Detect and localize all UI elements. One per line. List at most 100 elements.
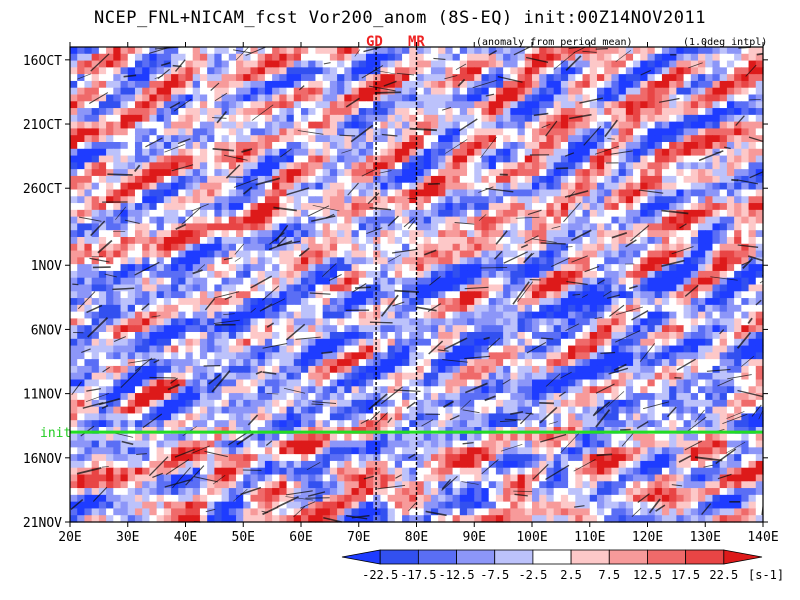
field-cell [236,264,244,272]
field-cell [84,175,93,184]
field-cell [705,250,714,258]
field-cell [474,74,483,82]
field-cell [156,345,165,353]
field-cell [77,128,86,136]
field-cell [517,74,526,82]
field-cell [748,352,757,360]
field-cell [510,257,519,265]
field-cell [221,311,230,320]
field-cell [596,332,605,340]
field-cell [741,175,750,184]
field-cell [633,332,641,340]
field-cell [301,189,309,197]
field-cell [257,80,266,89]
field-cell [734,121,742,130]
field-cell [604,393,613,401]
field-cell [221,80,230,89]
field-cell [481,162,490,170]
field-cell [625,352,634,360]
field-cell [394,74,403,82]
field-cell [264,372,273,381]
field-cell [156,155,165,163]
field-cell [409,318,418,326]
field-cell [690,148,699,157]
field-cell [365,264,374,272]
field-cell [149,318,158,326]
field-cell [250,277,259,286]
field-cell [416,162,425,170]
field-cell [481,94,490,102]
field-cell [127,318,136,326]
field-cell [661,243,670,252]
field-cell [257,359,266,367]
field-cell [286,114,295,123]
field-cell [409,264,418,272]
field-cell [734,291,742,299]
field-cell [611,114,620,123]
field-cell [402,264,410,272]
field-cell [611,53,620,62]
field-cell [301,94,309,102]
field-cell [575,60,584,68]
field-cell [365,216,374,225]
field-cell [293,386,302,394]
field-cell [250,162,259,170]
field-cell [481,108,490,116]
field-cell [142,155,151,163]
field-cell [582,216,591,225]
field-cell [236,121,244,130]
field-cell [748,372,757,381]
field-cell [423,128,432,136]
field-cell [163,53,172,62]
field-cell [546,318,555,326]
field-cell [98,277,107,286]
field-cell [423,284,432,292]
field-cell [524,352,533,360]
field-cell [402,352,410,360]
field-cell [163,80,172,89]
field-cell [481,250,490,258]
field-cell [488,155,497,163]
field-cell [243,223,252,231]
field-cell [293,257,302,265]
field-cell [568,264,576,272]
field-cell [279,393,288,401]
field-cell [142,175,151,184]
field-cell [344,243,353,252]
field-cell [127,101,136,109]
field-cell [474,304,483,313]
field-cell [373,230,382,238]
field-cell [698,128,706,136]
field-cell [452,338,461,347]
field-cell [604,175,613,184]
field-cell [134,121,143,130]
field-cell [633,135,641,143]
field-cell [402,332,410,340]
field-cell [748,175,757,184]
field-cell [755,264,764,272]
field-cell [625,108,634,116]
field-cell [532,250,540,258]
field-cell [719,108,728,116]
field-cell [98,209,107,218]
field-cell [214,169,223,177]
field-cell [532,365,540,374]
field-cell [611,175,620,184]
field-cell [481,53,490,62]
field-cell [546,270,555,279]
field-cell [207,148,215,157]
field-cell [286,264,295,272]
field-cell [98,108,107,116]
field-cell [618,304,627,313]
field-cell [640,365,649,374]
field-cell [698,142,706,150]
field-cell [163,209,172,218]
field-cell [351,101,360,109]
field-cell [365,257,374,265]
field-cell [91,108,100,116]
field-cell [228,393,237,401]
field-cell [199,372,208,381]
field-cell [676,162,685,170]
field-cell [705,101,714,109]
field-cell [467,243,475,252]
